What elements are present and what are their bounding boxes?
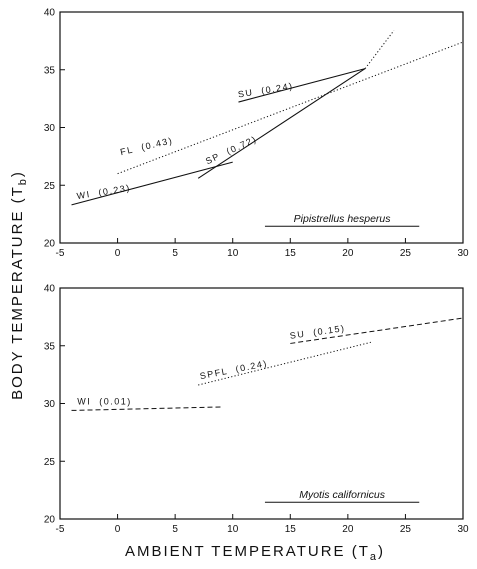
series-label-sp: SP(0.72)	[204, 134, 259, 167]
y-tick-label: 30	[44, 399, 56, 410]
y-axis-title: BODY TEMPERATURE (Tb)	[9, 170, 29, 400]
series-name: FL	[119, 144, 134, 157]
series-name: WI	[77, 397, 91, 407]
y-tick-label: 20	[44, 515, 56, 526]
x-tick-label: 0	[115, 248, 121, 259]
series-name: SU	[237, 87, 254, 99]
x-axis-title: AMBIENT TEMPERATURE (Ta)	[125, 543, 385, 563]
y-tick-label: 25	[44, 457, 56, 468]
x-tick-label: 0	[115, 524, 121, 535]
panel-pipistrellus-hesperus: -5 0 5 10 15 20 25 30 20 25 30 35 40 WI (0.23) FL (0.43)…	[44, 8, 469, 260]
series-line-su	[238, 68, 366, 103]
series-line-su	[290, 317, 464, 344]
x-tick-label: 30	[457, 524, 469, 535]
series-label-su: SU (0.24)	[237, 81, 294, 100]
x-tick-label: 5	[172, 524, 178, 535]
x-tick-label: 20	[342, 524, 354, 535]
series-line-fl	[117, 41, 464, 175]
series-name: WI	[76, 189, 91, 201]
panel-myotis-californicus: -5 0 5 10 15 20 25 30 20 25 30 35 40 WI (0.01) SPFL (0.2…	[44, 284, 469, 536]
series-line-sp	[197, 68, 366, 179]
y-tick-label: 30	[44, 123, 56, 134]
x-tick-label: 5	[172, 248, 178, 259]
species-label: Myotis californicus	[299, 489, 386, 501]
series-label-fl: FL (0.43)	[119, 135, 174, 157]
y-tick-label: 20	[44, 239, 56, 250]
series-name: SU	[289, 329, 306, 341]
x-tick-label: 15	[285, 524, 297, 535]
y-tick-label: 35	[44, 341, 56, 352]
x-tick-label: 10	[227, 524, 239, 535]
y-axis-title-close: )	[9, 170, 26, 177]
series-slope: (0.15)	[312, 323, 346, 337]
y-tick-label: 40	[44, 8, 56, 19]
x-axis-title-main: AMBIENT TEMPERATURE (T	[125, 543, 370, 560]
y-axis-title-subscript: b	[17, 177, 29, 185]
series-line-spfl	[198, 341, 372, 386]
x-tick-label: 30	[457, 248, 469, 259]
series-line-wi	[71, 406, 222, 411]
x-tick-label: 10	[227, 248, 239, 259]
y-tick-label: 35	[44, 65, 56, 76]
x-tick-label: -5	[56, 524, 65, 535]
series-slope: (0.24)	[260, 81, 294, 96]
series-line-continuation	[364, 30, 395, 69]
x-axis-title-close: )	[378, 543, 385, 560]
series-label-su: SU (0.15)	[289, 323, 346, 341]
x-tick-label: 25	[400, 248, 412, 259]
x-axis-title-subscript: a	[370, 551, 378, 563]
series-label-spfl: SPFL (0.24)	[199, 358, 269, 381]
x-tick-label: 25	[400, 524, 412, 535]
series-label-wi: WI (0.23)	[76, 183, 131, 201]
series-label-wi: WI (0.01)	[77, 397, 132, 407]
y-tick-label: 25	[44, 181, 56, 192]
y-axis-title-main: BODY TEMPERATURE (T	[9, 185, 26, 400]
series-line-wi	[71, 161, 233, 206]
series-slope: (0.01)	[99, 397, 132, 407]
y-tick-label: 40	[44, 284, 56, 295]
x-tick-label: 15	[285, 248, 297, 259]
species-label: Pipistrellus hesperus	[294, 213, 392, 225]
series-slope: (0.43)	[140, 135, 174, 152]
plot-frame	[59, 11, 464, 244]
series-slope: (0.23)	[98, 183, 132, 198]
x-tick-label: -5	[56, 248, 65, 259]
series-slope: (0.72)	[225, 134, 259, 157]
series-name: SPFL	[199, 366, 229, 381]
x-tick-label: 20	[342, 248, 354, 259]
